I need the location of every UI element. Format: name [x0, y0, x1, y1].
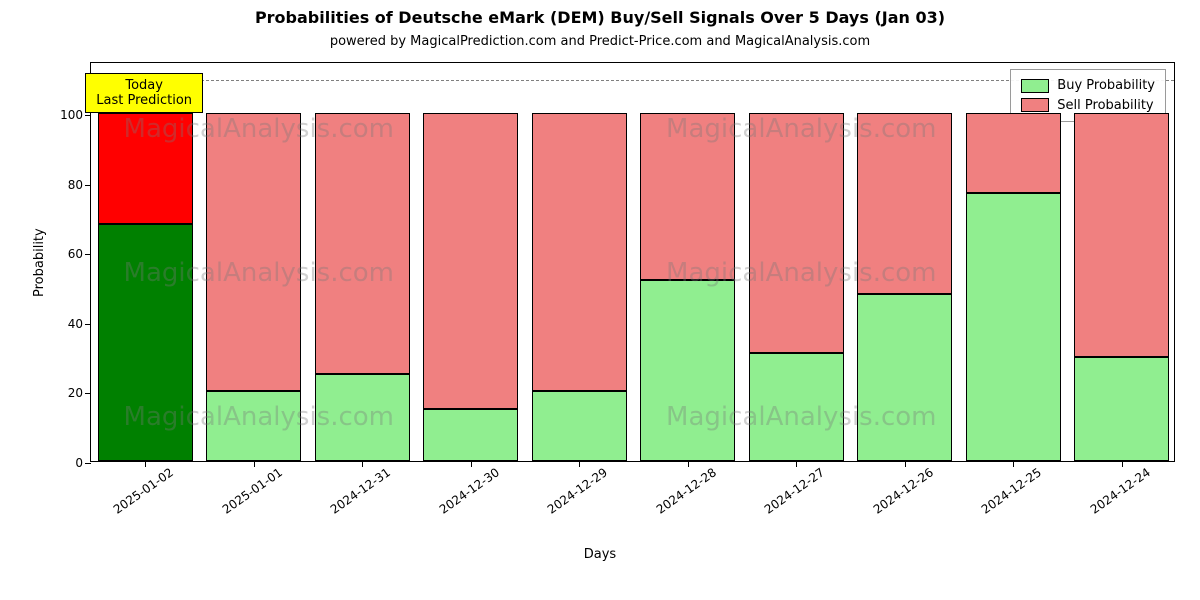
sell-bar	[315, 113, 410, 374]
bar-group	[640, 61, 735, 461]
buy-bar	[206, 391, 301, 461]
xtick-label: 2024-12-30	[437, 465, 502, 516]
buy-bar	[98, 224, 193, 461]
ytick-label: 60	[68, 247, 83, 261]
ytick-mark	[85, 463, 91, 464]
xtick-label: 2024-12-28	[654, 465, 719, 516]
xtick-label: 2025-01-01	[220, 465, 285, 516]
bar-group	[315, 61, 410, 461]
xtick-mark	[1013, 461, 1014, 467]
bar-group	[423, 61, 518, 461]
buy-bar	[966, 193, 1061, 461]
buy-bar	[423, 409, 518, 461]
xtick-mark	[254, 461, 255, 467]
sell-bar	[532, 113, 627, 391]
xtick-label: 2024-12-31	[328, 465, 393, 516]
sell-bar	[640, 113, 735, 280]
ytick-label: 20	[68, 386, 83, 400]
xtick-mark	[362, 461, 363, 467]
xtick-label: 2024-12-24	[1088, 465, 1153, 516]
bar-group	[966, 61, 1061, 461]
sell-bar	[423, 113, 518, 409]
ytick-label: 80	[68, 178, 83, 192]
xtick-mark	[688, 461, 689, 467]
chart-subtitle: powered by MagicalPrediction.com and Pre…	[0, 34, 1200, 49]
ytick-mark	[85, 185, 91, 186]
sell-bar	[1074, 113, 1169, 356]
buy-bar	[749, 353, 844, 461]
bar-group	[749, 61, 844, 461]
xtick-mark	[145, 461, 146, 467]
xtick-mark	[796, 461, 797, 467]
ytick-mark	[85, 393, 91, 394]
bar-group	[1074, 61, 1169, 461]
xtick-mark	[471, 461, 472, 467]
xtick-label: 2025-01-02	[111, 465, 176, 516]
figure: Probabilities of Deutsche eMark (DEM) Bu…	[0, 0, 1200, 600]
buy-bar	[315, 374, 410, 461]
ytick-mark	[85, 324, 91, 325]
ytick-label: 0	[75, 456, 83, 470]
xtick-mark	[905, 461, 906, 467]
xtick-mark	[1122, 461, 1123, 467]
xtick-label: 2024-12-29	[545, 465, 610, 516]
sell-bar	[749, 113, 844, 353]
chart-title: Probabilities of Deutsche eMark (DEM) Bu…	[0, 8, 1200, 27]
plot-area: Buy Probability Sell Probability Today L…	[90, 62, 1175, 462]
sell-bar	[98, 113, 193, 224]
xtick-label: 2024-12-25	[979, 465, 1044, 516]
sell-bar	[206, 113, 301, 391]
x-axis-label: Days	[0, 547, 1200, 562]
buy-bar	[1074, 357, 1169, 461]
xtick-label: 2024-12-27	[762, 465, 827, 516]
bar-group	[532, 61, 627, 461]
xtick-mark	[579, 461, 580, 467]
ytick-label: 40	[68, 317, 83, 331]
ytick-mark	[85, 254, 91, 255]
bar-group	[98, 61, 193, 461]
ytick-mark	[85, 115, 91, 116]
xtick-label: 2024-12-26	[871, 465, 936, 516]
sell-bar	[966, 113, 1061, 193]
buy-bar	[857, 294, 952, 461]
y-axis-label: Probability	[32, 228, 47, 297]
buy-bar	[640, 280, 735, 461]
bar-group	[206, 61, 301, 461]
bar-group	[857, 61, 952, 461]
sell-bar	[857, 113, 952, 294]
ytick-label: 100	[60, 108, 83, 122]
buy-bar	[532, 391, 627, 461]
